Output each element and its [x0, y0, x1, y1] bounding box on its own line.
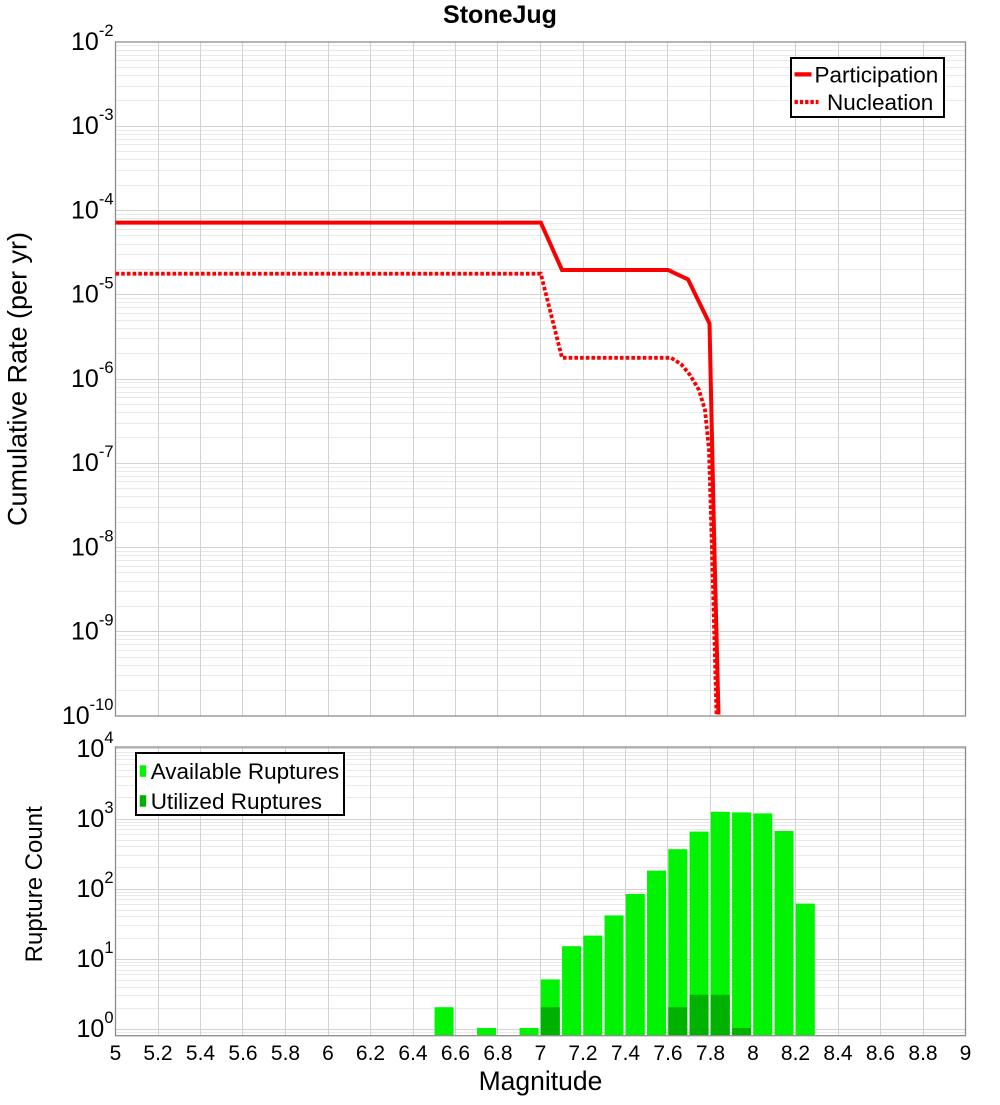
svg-text:5: 5: [110, 1042, 122, 1065]
svg-text:102: 102: [77, 869, 114, 903]
svg-text:10-3: 10-3: [71, 106, 113, 140]
svg-text:101: 101: [77, 939, 114, 973]
svg-text:8.6: 8.6: [866, 1042, 895, 1065]
svg-text:Available Ruptures: Available Ruptures: [151, 759, 339, 784]
svg-text:7.4: 7.4: [611, 1042, 641, 1065]
svg-text:StoneJug: StoneJug: [443, 1, 557, 29]
svg-text:6.6: 6.6: [441, 1042, 470, 1065]
svg-text:5.2: 5.2: [143, 1042, 172, 1065]
svg-text:7: 7: [535, 1042, 547, 1065]
svg-text:10-7: 10-7: [71, 443, 113, 477]
svg-text:8: 8: [747, 1042, 759, 1065]
svg-text:7.2: 7.2: [568, 1042, 597, 1065]
svg-text:Nucleation: Nucleation: [827, 90, 933, 115]
svg-text:6.2: 6.2: [356, 1042, 385, 1065]
svg-text:Utilized Ruptures: Utilized Ruptures: [151, 789, 322, 814]
svg-text:10-2: 10-2: [71, 22, 113, 56]
svg-text:104: 104: [77, 729, 114, 763]
svg-text:Cumulative Rate (per yr): Cumulative Rate (per yr): [2, 232, 32, 526]
svg-text:7.6: 7.6: [653, 1042, 682, 1065]
svg-text:100: 100: [77, 1009, 114, 1043]
svg-text:6: 6: [322, 1042, 334, 1065]
svg-text:Rupture Count: Rupture Count: [21, 806, 48, 962]
svg-text:10-8: 10-8: [71, 527, 113, 561]
svg-text:10-6: 10-6: [71, 359, 113, 393]
svg-text:103: 103: [77, 799, 114, 833]
svg-text:10-9: 10-9: [71, 612, 113, 646]
svg-text:9: 9: [960, 1042, 972, 1065]
svg-text:Magnitude: Magnitude: [479, 1066, 603, 1096]
svg-text:Participation: Participation: [815, 63, 939, 88]
svg-text:5.6: 5.6: [228, 1042, 257, 1065]
svg-text:5.4: 5.4: [186, 1042, 216, 1065]
svg-text:7.8: 7.8: [696, 1042, 725, 1065]
svg-text:10-4: 10-4: [71, 190, 113, 224]
svg-text:5.8: 5.8: [271, 1042, 300, 1065]
svg-text:8.2: 8.2: [781, 1042, 810, 1065]
svg-text:6.4: 6.4: [398, 1042, 428, 1065]
svg-text:6.8: 6.8: [483, 1042, 512, 1065]
svg-text:8.4: 8.4: [823, 1042, 853, 1065]
svg-text:8.8: 8.8: [908, 1042, 937, 1065]
svg-text:10-5: 10-5: [71, 275, 113, 309]
svg-text:10-10: 10-10: [62, 696, 114, 730]
